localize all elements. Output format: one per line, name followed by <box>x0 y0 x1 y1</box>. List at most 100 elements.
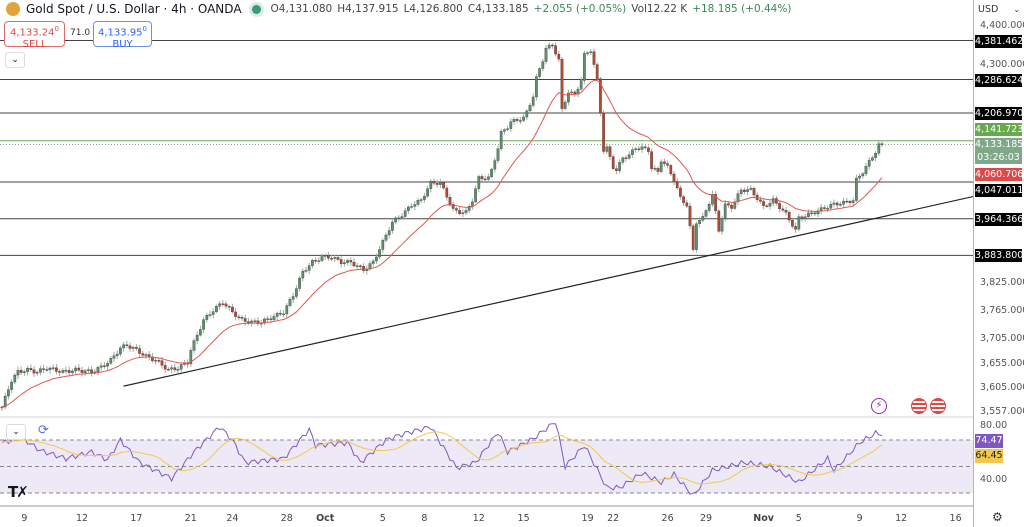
candle-down <box>352 261 356 267</box>
level-price-label: 4,047.011 <box>975 184 1024 197</box>
candle-down <box>759 199 762 202</box>
candle-up <box>215 306 218 312</box>
candle-up <box>807 212 810 217</box>
price-tick: 3,655.000 <box>980 357 1024 369</box>
candle-up <box>839 204 842 206</box>
rsi-collapse-chevron-icon[interactable]: ⌄ <box>6 424 26 440</box>
candle-up <box>195 334 199 341</box>
candle-up <box>167 368 170 371</box>
currency-label: USD <box>978 4 999 15</box>
candle-up <box>51 367 55 369</box>
candle-up <box>547 44 551 49</box>
candle-up <box>10 381 13 390</box>
rsi-tick: 80.00 <box>980 420 1008 431</box>
candle-up <box>871 157 874 161</box>
time-tick: 8 <box>421 513 428 524</box>
volume-value: Vol12.22 K <box>631 3 688 15</box>
candle-up <box>487 176 490 180</box>
candle-up <box>586 52 589 54</box>
candle-down <box>557 53 561 60</box>
candle-up <box>512 119 516 122</box>
candle-down <box>813 212 817 215</box>
candle-down <box>823 207 826 209</box>
price-tick: 4,400.000 <box>980 20 1024 31</box>
candle-up <box>605 146 609 152</box>
rsi-value-label: 74.47 <box>975 434 1003 448</box>
sell-button[interactable]: 4,133.240 SELL <box>4 21 65 50</box>
candle-up <box>621 157 625 163</box>
candle-down <box>29 368 33 370</box>
candle-up <box>858 175 861 179</box>
candle-up <box>627 154 631 159</box>
candle-down <box>32 369 36 374</box>
us-flag-event-icon[interactable] <box>911 398 927 414</box>
candle-down <box>330 258 333 260</box>
gear-icon[interactable]: ⚙ <box>992 510 1003 524</box>
candle-up <box>285 305 289 315</box>
candle-down <box>455 208 458 211</box>
candle-up <box>570 91 573 94</box>
candle-down <box>666 163 669 166</box>
candle-down <box>138 348 141 354</box>
candle-up <box>707 204 711 211</box>
candle-down <box>42 368 45 370</box>
candle-down <box>675 181 679 189</box>
candle-down <box>445 187 449 198</box>
price-tick: 3,605.000 <box>980 382 1024 394</box>
candle-up <box>810 212 813 215</box>
candle-up <box>640 146 644 150</box>
us-flag-event-icon[interactable] <box>930 398 946 414</box>
candle-down <box>551 44 554 47</box>
candle-down <box>765 205 769 207</box>
time-tick: 28 <box>280 513 293 524</box>
candle-down <box>663 161 666 164</box>
candle-up <box>304 270 308 272</box>
candle-up <box>375 256 378 262</box>
candle-down <box>791 219 794 227</box>
candle-up <box>387 230 391 236</box>
candle-down <box>160 360 164 366</box>
candle-up <box>720 218 724 232</box>
candle-up <box>535 76 538 98</box>
candle-down <box>787 212 791 221</box>
trendline <box>123 195 973 387</box>
candle-up <box>711 193 714 205</box>
lightning-event-icon[interactable]: ⚡ <box>871 398 887 414</box>
symbol-title[interactable]: Gold Spot / U.S. Dollar · 4h · OANDA <box>26 2 242 16</box>
candle-up <box>170 367 173 370</box>
candle-down <box>682 196 685 203</box>
candle-up <box>253 320 257 322</box>
chart-canvas[interactable] <box>0 0 973 527</box>
candle-down <box>103 365 106 367</box>
candle-down <box>269 318 273 320</box>
candle-up <box>563 101 567 109</box>
rsi-tick: 40.00 <box>980 474 1008 485</box>
time-tick: 12 <box>895 513 908 524</box>
candle-down <box>685 202 689 207</box>
refresh-icon[interactable]: ⟳ <box>38 423 49 438</box>
candle-down <box>752 188 756 196</box>
candle-up <box>96 367 100 373</box>
candle-up <box>295 288 298 297</box>
candle-up <box>503 129 506 132</box>
candle-down <box>611 156 615 169</box>
buy-button[interactable]: 4,133.950 BUY <box>93 21 152 50</box>
candle-down <box>835 202 839 206</box>
candle-up <box>490 168 493 177</box>
candle-down <box>58 371 61 373</box>
time-tick: 21 <box>184 513 197 524</box>
currency-selector[interactable]: USD ⌄ <box>978 4 1021 15</box>
candle-down <box>647 147 650 152</box>
time-tick: Nov <box>753 513 774 524</box>
candle-up <box>106 363 109 367</box>
collapse-chevron-icon[interactable]: ⌄ <box>5 52 25 68</box>
buy-price: 4,133.95 <box>98 27 143 39</box>
candle-down <box>602 112 605 152</box>
time-tick: 9 <box>21 513 28 524</box>
candle-up <box>74 367 77 372</box>
candle-up <box>346 260 349 263</box>
candle-up <box>816 210 820 215</box>
candle-down <box>448 197 452 205</box>
candle-up <box>266 318 269 320</box>
candle-up <box>199 329 202 336</box>
